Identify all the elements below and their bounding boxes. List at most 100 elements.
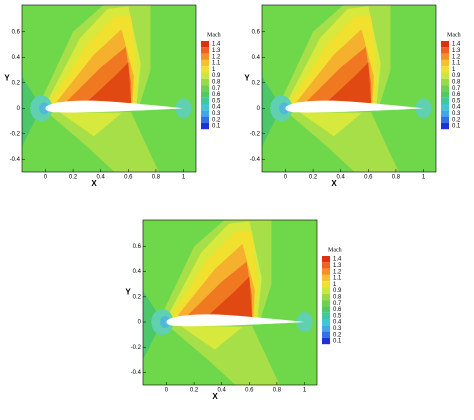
legend-level: 0.6 [212,92,221,98]
x-tick-label: 0 [44,175,48,181]
legend-level: 0.5 [452,98,461,104]
y-axis-label: Y [125,288,131,297]
legend-level: 0.3 [333,326,342,332]
legend-swatch [322,268,330,275]
contour-region [86,62,132,104]
legend-swatch [201,47,209,54]
legend-swatch [322,300,330,307]
y-tick-label: 0.4 [12,55,21,61]
x-tick-label: 0.8 [152,175,161,181]
legend-swatch [441,59,449,67]
contour-region [45,110,159,172]
x-axis-label: X [212,392,218,401]
legend-level: 1.4 [212,42,221,48]
legend-swatch [201,72,209,79]
x-tick-label: 0 [165,388,169,394]
legend-swatch [201,91,209,98]
legend-level: 1.4 [452,42,461,48]
legend-level: 0.5 [212,98,221,104]
y-tick-label: -0.4 [131,370,142,376]
legend-level: 0.1 [212,124,221,130]
legend-level: 0.8 [333,295,342,301]
x-tick-label: 0.6 [245,388,254,394]
stagnation-core [39,102,50,115]
legend-level: 1.3 [212,48,221,54]
legend-swatch [322,281,330,288]
x-tick-label: 0 [284,175,288,181]
legend-level: 1.2 [333,269,342,275]
legend-swatch [322,287,330,294]
legend-level: 0.8 [452,80,461,86]
y-tick-label: 0.2 [133,294,142,300]
legend-level: 0.1 [452,124,461,130]
contour-region [180,325,243,350]
legend-swatch [322,337,330,345]
legend-swatch [441,41,449,48]
x-tick-label: 0.2 [69,175,78,181]
x-tick-label: 1 [182,175,186,181]
contour-panel: 0 0.2 0.4 0.6 0.8 1 -0.4 -0.2 0 0.2 0.4 0.6 X Y Mach 1.… [244,4,461,188]
legend-level: 0.2 [452,117,461,123]
legend-level: 1.2 [212,54,221,60]
legend-swatch [201,78,209,86]
contour-region [285,110,399,172]
y-tick-label: -0.4 [10,157,21,163]
plot-frame [142,219,318,386]
contour-region [299,112,362,137]
legend-level: 0.6 [452,92,461,98]
legend-swatch [441,122,449,130]
legend-level: 1.1 [333,276,342,282]
y-tick-label: 0.4 [252,55,261,61]
legend-swatch [441,97,449,104]
airfoil [45,100,184,113]
legend-swatch [201,53,209,60]
airfoil [166,314,305,327]
y-tick-label: 0.4 [133,269,142,275]
legend-level: 1.1 [212,61,221,67]
y-axis-label: Y [4,74,10,83]
legend-swatch [322,331,330,338]
x-tick-label: 0.2 [190,388,199,394]
x-tick-label: 0.8 [273,388,282,394]
legend-swatch [322,293,330,301]
legend-level: 0.4 [212,105,221,111]
legend-swatch [201,41,209,48]
legend-level: 0.8 [212,80,221,86]
legend-swatch [441,85,449,92]
legend-swatch [441,91,449,98]
x-tick-label: 0.8 [392,175,401,181]
legend-swatch [201,116,209,123]
legend-swatch [441,110,449,117]
contour-region [262,76,278,147]
legend-swatch [322,256,330,263]
legend-title: Mach [447,32,461,38]
legend-swatch [322,262,330,269]
legend-level: 0.1 [333,339,342,345]
legend-level: 1.4 [333,257,342,263]
legend-swatch [322,312,330,319]
x-tick-label: 0.4 [218,388,227,394]
legend-swatch [441,47,449,54]
legend-level: 0.4 [333,320,342,326]
legend-swatch [441,72,449,79]
legend-swatch [201,97,209,104]
x-axis-label: X [91,179,97,188]
contour-region [143,290,159,360]
legend-level: 1 [452,67,456,73]
legend-swatch [441,78,449,86]
y-tick-label: 0.2 [12,80,21,86]
y-tick-label: 0 [257,106,261,112]
legend-level: 0.4 [452,105,461,111]
legend-level: 0.3 [212,111,221,117]
legend-level: 0.7 [452,86,461,92]
y-tick-label: 0.6 [133,244,142,250]
x-tick-label: 1 [422,175,426,181]
legend-swatch [441,53,449,60]
legend-swatch [322,306,330,313]
stagnation-core [160,316,171,329]
y-tick-label: 0.6 [12,29,21,35]
contour-region [166,324,280,385]
legend-swatch [201,59,209,67]
contour-region [59,112,122,137]
